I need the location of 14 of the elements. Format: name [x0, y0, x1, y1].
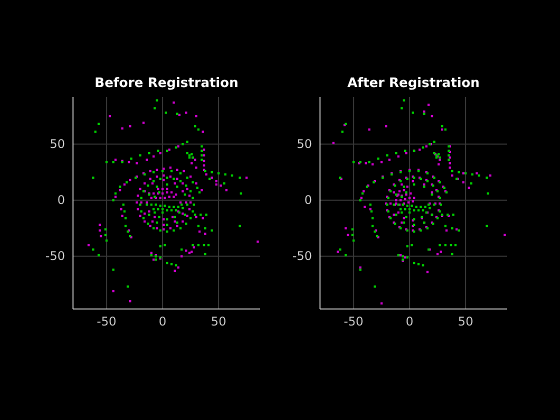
y-tick-label: 50 [50, 136, 65, 151]
x-tick-label: 50 [210, 314, 226, 329]
chart-title: Before Registration [94, 76, 238, 91]
x-tick-label: 0 [158, 314, 166, 329]
x-tick-label: -50 [344, 314, 364, 329]
y-tick-label: -50 [292, 249, 312, 264]
x-tick-label: -50 [96, 314, 116, 329]
x-tick-label: 0 [406, 314, 414, 329]
x-tick-label: 50 [458, 314, 474, 329]
chart-title: After Registration [347, 76, 480, 91]
y-tick-label: 0 [57, 193, 65, 208]
y-tick-label: 0 [304, 193, 312, 208]
y-tick-label: 50 [296, 136, 312, 151]
y-tick-label: -50 [45, 249, 65, 264]
